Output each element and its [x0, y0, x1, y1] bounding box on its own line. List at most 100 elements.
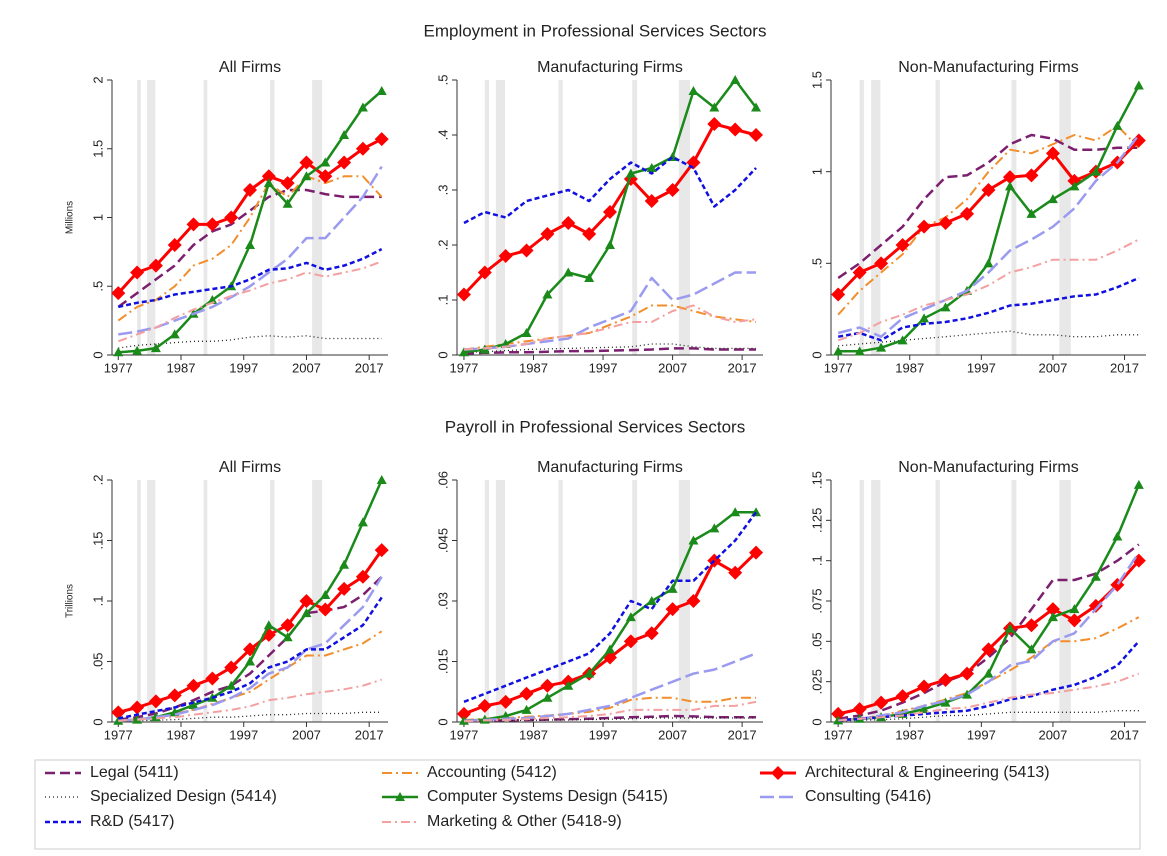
x-tick-label: 1977 — [449, 360, 478, 375]
marker — [667, 583, 678, 593]
marker — [245, 656, 255, 666]
y-tick-label: .125 — [809, 508, 824, 533]
x-tick-label: 2007 — [292, 360, 321, 375]
series-line — [463, 652, 757, 723]
marker — [299, 155, 314, 170]
marker — [831, 706, 846, 721]
recession-band — [137, 80, 141, 355]
marker — [852, 702, 867, 717]
legend-label: Legal (5411) — [90, 764, 179, 781]
series-line — [838, 672, 1140, 722]
marker — [665, 602, 680, 617]
y-tick-label: 0 — [435, 351, 450, 358]
marker — [960, 206, 975, 221]
recession-band — [203, 80, 208, 355]
recession-band — [270, 80, 275, 355]
recession-band — [871, 480, 881, 722]
marker — [1133, 479, 1144, 489]
panel-title: All Firms — [219, 459, 281, 476]
x-tick-label: 1987 — [895, 360, 924, 375]
recession-band — [935, 480, 940, 722]
x-tick-label: 1987 — [519, 727, 548, 742]
series-line — [118, 678, 383, 722]
series-line — [463, 155, 757, 225]
marker — [355, 569, 370, 584]
marker — [519, 686, 534, 701]
series-line — [118, 479, 383, 723]
marker — [625, 168, 636, 178]
marker — [897, 335, 908, 345]
x-tick-label: 1997 — [229, 727, 258, 742]
y-tick-label: 0 — [809, 718, 824, 725]
marker — [456, 287, 471, 302]
y-tick-label: .015 — [435, 649, 450, 674]
series-line — [117, 260, 383, 343]
marker — [186, 678, 201, 693]
marker — [339, 559, 350, 569]
marker — [498, 249, 513, 263]
recession-band — [312, 480, 323, 722]
marker — [1026, 644, 1037, 654]
marker — [852, 265, 867, 280]
x-tick-label: 1987 — [895, 727, 924, 742]
marker — [1133, 80, 1144, 90]
x-tick-label: 1977 — [824, 360, 853, 375]
y-tick-label: .05 — [809, 632, 824, 650]
marker — [938, 216, 953, 230]
y-tick-label: .5 — [90, 281, 105, 292]
marker — [1045, 602, 1060, 617]
marker — [130, 265, 145, 280]
y-tick-label: .1 — [435, 295, 450, 306]
y-tick-label: .15 — [809, 471, 824, 489]
recession-band — [558, 480, 563, 722]
marker — [854, 346, 865, 356]
y-tick-label: .5 — [435, 75, 450, 86]
recession-band — [312, 80, 323, 355]
marker — [874, 256, 889, 271]
marker — [938, 673, 953, 688]
marker — [540, 678, 555, 693]
x-tick-label: 2017 — [355, 360, 384, 375]
marker — [1026, 208, 1037, 218]
y-tick-label: .3 — [435, 185, 450, 196]
marker — [374, 543, 389, 558]
y-tick-label: .03 — [435, 592, 450, 610]
marker — [299, 594, 314, 608]
x-tick-label: 1997 — [967, 360, 996, 375]
marker — [749, 128, 764, 142]
marker — [983, 258, 994, 268]
marker — [318, 169, 333, 184]
marker — [709, 523, 720, 533]
marker — [540, 227, 555, 241]
marker — [625, 612, 636, 622]
marker — [263, 620, 274, 630]
marker — [376, 475, 387, 484]
legend-label: Computer Systems Design (5415) — [427, 788, 668, 805]
series-line — [118, 575, 383, 721]
marker — [337, 155, 352, 170]
recession-band — [1011, 480, 1017, 722]
y-axis-label: Millions — [65, 201, 76, 234]
marker — [113, 347, 124, 357]
y-tick-label: .5 — [809, 258, 824, 269]
recession-band — [678, 480, 690, 722]
y-tick-label: 1 — [90, 214, 105, 221]
x-tick-label: 1977 — [104, 727, 133, 742]
series-line — [837, 559, 1140, 716]
marker — [226, 680, 237, 690]
marker — [1004, 623, 1015, 633]
series-line — [463, 700, 757, 723]
marker — [224, 210, 239, 225]
panel-title: All Firms — [219, 59, 281, 76]
series-line — [118, 247, 383, 309]
marker — [320, 157, 331, 167]
marker — [1069, 604, 1080, 614]
y-tick-label: 0 — [90, 351, 105, 358]
marker — [940, 302, 951, 312]
x-tick-label: 2017 — [1110, 727, 1139, 742]
section-title: Employment in Professional Services Sect… — [424, 21, 767, 40]
recession-band — [678, 80, 690, 355]
panel-title: Non-Manufacturing Firms — [898, 59, 1079, 76]
section-title: Payroll in Professional Services Sectors — [445, 417, 745, 436]
